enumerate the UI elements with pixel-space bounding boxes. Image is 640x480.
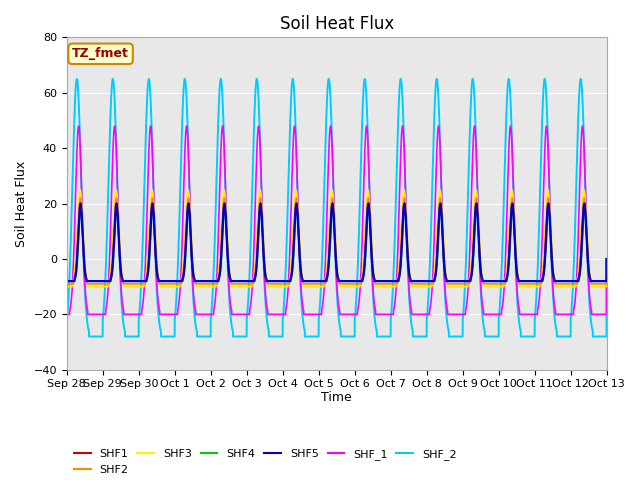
SHF_1 xyxy=(160,312,168,317)
SHF5 xyxy=(292,201,300,206)
SHF3 xyxy=(428,284,436,289)
SHF4 xyxy=(317,278,324,284)
SHF_2 xyxy=(458,334,465,339)
SHF4 xyxy=(63,278,70,284)
SHF_1 xyxy=(603,256,611,262)
Line: SHF5: SHF5 xyxy=(67,204,607,281)
SHF3 xyxy=(160,284,168,289)
SHF2 xyxy=(428,281,436,287)
SHF5 xyxy=(428,278,436,284)
SHF2 xyxy=(292,195,300,201)
SHF5 xyxy=(317,278,324,284)
Line: SHF3: SHF3 xyxy=(67,190,607,287)
SHF_2 xyxy=(397,76,404,82)
SHF_1 xyxy=(63,312,70,317)
SHF1 xyxy=(488,278,496,284)
SHF1 xyxy=(603,256,611,262)
SHF5 xyxy=(603,256,611,262)
SHF4 xyxy=(221,206,228,212)
SHF4 xyxy=(458,278,465,284)
SHF_2 xyxy=(85,334,93,339)
SHF_1 xyxy=(317,312,324,317)
SHF4 xyxy=(602,278,610,284)
SHF2 xyxy=(603,256,611,262)
SHF2 xyxy=(458,281,465,287)
SHF_1 xyxy=(75,123,83,129)
SHF5 xyxy=(63,278,70,284)
SHF5 xyxy=(160,278,168,284)
SHF1 xyxy=(602,278,610,284)
X-axis label: Time: Time xyxy=(321,391,352,404)
SHF2 xyxy=(602,281,610,287)
SHF3 xyxy=(488,284,496,289)
SHF1 xyxy=(160,278,168,284)
SHF5 xyxy=(602,278,610,284)
SHF4 xyxy=(603,256,611,262)
SHF2 xyxy=(160,281,168,287)
SHF1 xyxy=(292,201,300,206)
SHF2 xyxy=(317,281,324,287)
SHF_2 xyxy=(317,292,324,298)
SHF2 xyxy=(488,281,496,287)
SHF5 xyxy=(458,278,465,284)
SHF3 xyxy=(317,284,324,289)
SHF3 xyxy=(603,256,611,262)
Line: SHF4: SHF4 xyxy=(67,209,607,281)
SHF_2 xyxy=(160,334,168,339)
SHF_2 xyxy=(602,334,610,339)
SHF3 xyxy=(602,284,610,289)
Text: TZ_fmet: TZ_fmet xyxy=(72,48,129,60)
SHF2 xyxy=(63,281,70,287)
SHF5 xyxy=(488,278,496,284)
SHF3 xyxy=(364,187,372,192)
SHF3 xyxy=(63,284,70,289)
SHF_2 xyxy=(603,256,611,262)
Line: SHF_2: SHF_2 xyxy=(67,79,607,336)
Y-axis label: Soil Heat Flux: Soil Heat Flux xyxy=(15,160,28,247)
SHF3 xyxy=(458,284,465,289)
SHF4 xyxy=(428,278,436,284)
SHF_2 xyxy=(488,334,496,339)
SHF_2 xyxy=(428,197,436,203)
SHF4 xyxy=(488,278,496,284)
SHF1 xyxy=(428,278,436,284)
Line: SHF2: SHF2 xyxy=(67,198,607,284)
SHF_2 xyxy=(63,317,70,323)
SHF4 xyxy=(160,278,168,284)
Line: SHF_1: SHF_1 xyxy=(67,126,607,314)
Legend: SHF1, SHF2, SHF3, SHF4, SHF5, SHF_1, SHF_2: SHF1, SHF2, SHF3, SHF4, SHF5, SHF_1, SHF… xyxy=(70,445,461,479)
SHF_1 xyxy=(602,312,610,317)
Title: Soil Heat Flux: Soil Heat Flux xyxy=(280,15,394,33)
SHF1 xyxy=(317,278,324,284)
SHF1 xyxy=(458,278,465,284)
SHF1 xyxy=(63,278,70,284)
SHF_1 xyxy=(488,312,496,317)
Line: SHF1: SHF1 xyxy=(67,204,607,281)
SHF_1 xyxy=(458,312,465,317)
SHF_1 xyxy=(428,290,436,296)
